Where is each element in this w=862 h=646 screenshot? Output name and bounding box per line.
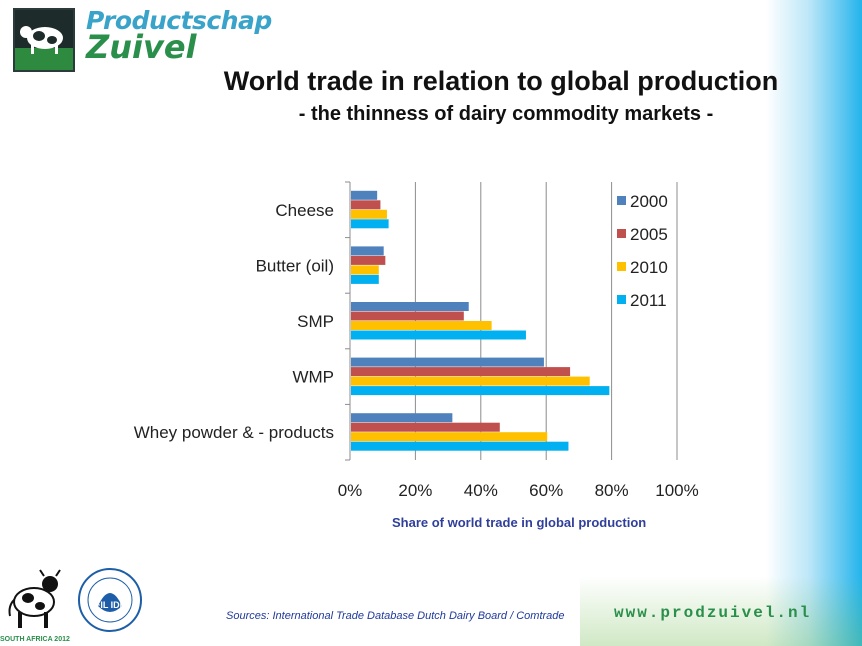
bar-2000 — [351, 413, 453, 423]
bar-2011 — [351, 219, 389, 229]
legend-label: 2011 — [630, 291, 667, 310]
category-label: Whey powder & - products — [134, 423, 334, 442]
bar-2011 — [351, 441, 569, 451]
sources-note: Sources: International Trade Database Du… — [226, 610, 565, 622]
bar-2000 — [351, 246, 384, 256]
legend-label: 2010 — [630, 258, 668, 277]
bar-2011 — [351, 274, 379, 284]
background-gradient-right — [766, 0, 862, 646]
bar-2010 — [351, 432, 548, 442]
cow-logo-icon — [4, 566, 68, 634]
x-tick-label: 20% — [398, 481, 432, 500]
bar-2011 — [351, 386, 610, 396]
bar-2005 — [351, 367, 571, 377]
legend-label: 2005 — [630, 225, 668, 244]
page-subtitle: - the thinness of dairy commodity market… — [298, 103, 714, 125]
bar-2005 — [351, 422, 500, 432]
x-tick-label: 80% — [595, 481, 629, 500]
website-url: www.prodzuivel.nl — [614, 604, 812, 622]
page-title: World trade in relation to global produc… — [223, 66, 779, 96]
legend-swatch-2011 — [617, 295, 626, 304]
x-tick-label: 100% — [655, 481, 698, 500]
fil-idf-text: FIL IDF — [95, 600, 126, 610]
x-axis-label: Share of world trade in global productio… — [392, 515, 647, 530]
bar-2010 — [351, 209, 387, 219]
category-label: WMP — [292, 368, 334, 387]
trade-share-chart: 0% 20% 40% 60% 80% 100% Cheese Butter (oil) SMP W… — [134, 181, 699, 500]
background-gradient-bottom — [580, 576, 862, 646]
legend-label: 2000 — [630, 192, 668, 211]
productschap-logo-icon — [13, 8, 75, 72]
logo-text-productschap: Productschap — [86, 6, 272, 35]
bar-2005 — [351, 200, 381, 210]
bar-2010 — [351, 321, 492, 330]
legend-swatch-2005 — [617, 229, 626, 238]
category-label: Butter (oil) — [256, 256, 334, 275]
bar-2005 — [351, 311, 464, 321]
event-caption: SOUTH AFRICA 2012 — [0, 636, 70, 643]
bar-2010 — [351, 376, 590, 386]
x-tick-label: 40% — [464, 481, 498, 500]
bar-2010 — [351, 265, 379, 275]
category-label: Cheese — [275, 201, 334, 220]
bar-2000 — [351, 302, 469, 311]
x-tick-label: 0% — [338, 481, 363, 500]
bar-2005 — [351, 255, 386, 265]
legend-swatch-2010 — [617, 262, 626, 271]
bar-2011 — [351, 330, 526, 340]
fil-idf-logo-icon: FIL IDF — [76, 566, 144, 634]
x-tick-label: 60% — [529, 481, 563, 500]
logo-text-zuivel: Zuivel — [86, 28, 197, 66]
category-label: SMP — [297, 312, 334, 331]
legend-swatch-2000 — [617, 196, 626, 205]
bar-2000 — [351, 357, 544, 367]
bar-2000 — [351, 190, 378, 200]
